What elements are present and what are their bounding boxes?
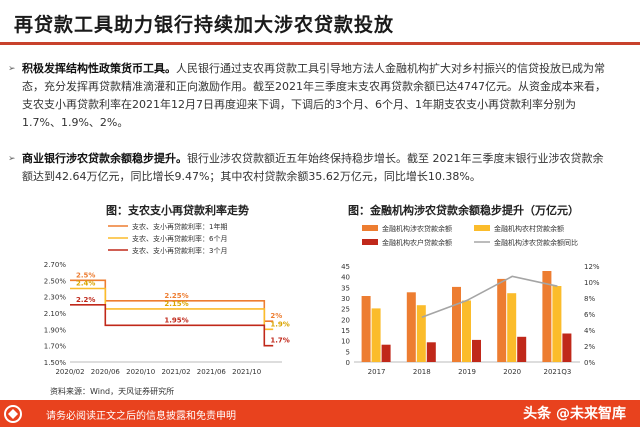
data-label: 2.25% [164,292,188,300]
legend-label: 金融机构农户贷款余额 [382,238,452,247]
bar [552,286,562,362]
x-tick-label: 2020/10 [126,368,155,376]
y2-tick-label: 2% [584,343,595,351]
legend-label: 金融机构涉农贷款余额同比 [494,238,578,247]
y2-tick-label: 12% [584,263,600,271]
bullet-loans: ➢ 商业银行涉农贷款余额稳步提升。银行业涉农贷款额近五年始终保持稳步增长。截至 … [8,150,612,186]
y-tick-label: 1.70% [44,343,67,351]
x-tick-label: 2019 [458,368,476,376]
y-tick-label: 35 [341,284,350,292]
bar [416,305,426,362]
data-label: 2.4% [76,280,95,288]
chart1-title: 图：支农支小再贷款利率走势 [106,204,249,217]
y-tick-label: 25 [341,306,350,314]
x-tick-label: 2020/06 [91,368,121,376]
x-tick-label: 2020 [503,368,521,376]
data-label: 2% [270,312,282,320]
y-tick-label: 30 [341,295,350,303]
bar [452,286,461,362]
y2-tick-label: 10% [584,279,600,287]
bar [426,342,436,362]
bullet-arrow-icon: ➢ [8,154,16,164]
bar [517,336,527,362]
bullet-heading: 积极发挥结构性政策货币工具。 [22,62,176,75]
title-rule [0,42,640,45]
y-tick-label: 2.30% [44,294,67,302]
chart2-title: 图：金融机构涉农贷款余额稳步提升（万亿元） [348,204,579,217]
bar [371,308,381,362]
x-tick-label: 2021Q3 [544,368,572,376]
legend-swatch [362,239,378,245]
y-tick-label: 2.10% [44,310,67,318]
y-tick-label: 2.50% [44,277,67,285]
bar [361,296,371,362]
legend-label: 金融机构涉农贷款余额 [382,224,452,233]
bar [406,292,416,362]
x-tick-label: 2020/02 [55,368,84,376]
y-tick-label: 0 [346,359,350,367]
footer-bar: 请务必阅读正文之后的信息披露和免责申明 头条 @未来智库 [0,400,640,427]
y2-tick-label: 4% [584,327,595,335]
brand-logo-icon [4,405,22,423]
bullet-policy: ➢ 积极发挥结构性政策货币工具。人民银行通过支农再贷款工具引导地方法人金融机构扩… [8,60,612,132]
bar [542,271,552,362]
legend-label: 支农、支小再贷款利率：6个月 [132,234,227,243]
disclaimer-text: 请务必阅读正文之后的信息披露和免责申明 [46,411,236,422]
x-tick-label: 2021/02 [161,368,190,376]
data-label: 1.9% [270,320,289,328]
bar [507,293,517,362]
data-label: 2.2% [76,296,95,304]
y-tick-label: 1.90% [44,326,67,334]
bullet-text: 人民银行通过支农再贷款工具引导地方法人金融机构扩大对乡村振兴的信贷投放已成为常态… [22,62,606,129]
source-note: 资料来源：Wind，天风证券研究所 [50,387,175,396]
watermark: 头条 @未来智库 [523,406,626,422]
bar [472,339,481,362]
y-tick-label: 2.70% [44,261,67,269]
legend-swatch [362,225,378,231]
x-tick-label: 2017 [368,368,386,376]
x-tick-label: 2018 [413,368,431,376]
page-title: 再贷款工具助力银行持续加大涉农贷款投放 [14,14,395,36]
data-label: 1.95% [164,316,188,324]
rate-series-line [70,287,274,331]
y-tick-label: 10 [341,338,350,346]
y-tick-label: 5 [346,348,350,356]
y-tick-label: 40 [341,274,350,282]
growth-line [421,275,558,318]
bar [462,300,471,362]
legend-swatch [474,225,490,231]
x-tick-label: 2021/06 [197,368,227,376]
rate-series-line [70,279,274,322]
data-label: 2.15% [164,300,188,308]
bar [381,344,391,362]
y2-tick-label: 8% [584,295,595,303]
bullet-text: 银行业涉农贷款额近五年始终保持稳步增长。截至 2021年三季度末银行业涉农贷款余… [22,152,604,183]
rate-series-line [70,304,274,347]
data-label: 2.5% [76,271,95,279]
rate-line-chart: 支农、支小再贷款利率：1年期支农、支小再贷款利率：6个月支农、支小再贷款利率：3… [44,222,290,376]
legend-label: 金融机构农村贷款余额 [494,224,564,233]
y-tick-label: 1.50% [44,359,67,367]
legend-label: 支农、支小再贷款利率：1年期 [132,222,227,231]
legend-label: 支农、支小再贷款利率：3个月 [132,246,227,255]
y-tick-label: 45 [341,263,350,271]
y2-tick-label: 6% [584,311,595,319]
bar [497,278,507,362]
data-label: 1.7% [270,337,289,345]
x-tick-label: 2021/10 [232,368,261,376]
bullet-heading: 商业银行涉农贷款余额稳步提升。 [22,152,187,165]
bar [562,333,572,362]
y-tick-label: 15 [341,327,350,335]
bullet-arrow-icon: ➢ [8,64,16,74]
y2-tick-label: 0% [584,359,595,367]
y-tick-label: 20 [341,316,350,324]
